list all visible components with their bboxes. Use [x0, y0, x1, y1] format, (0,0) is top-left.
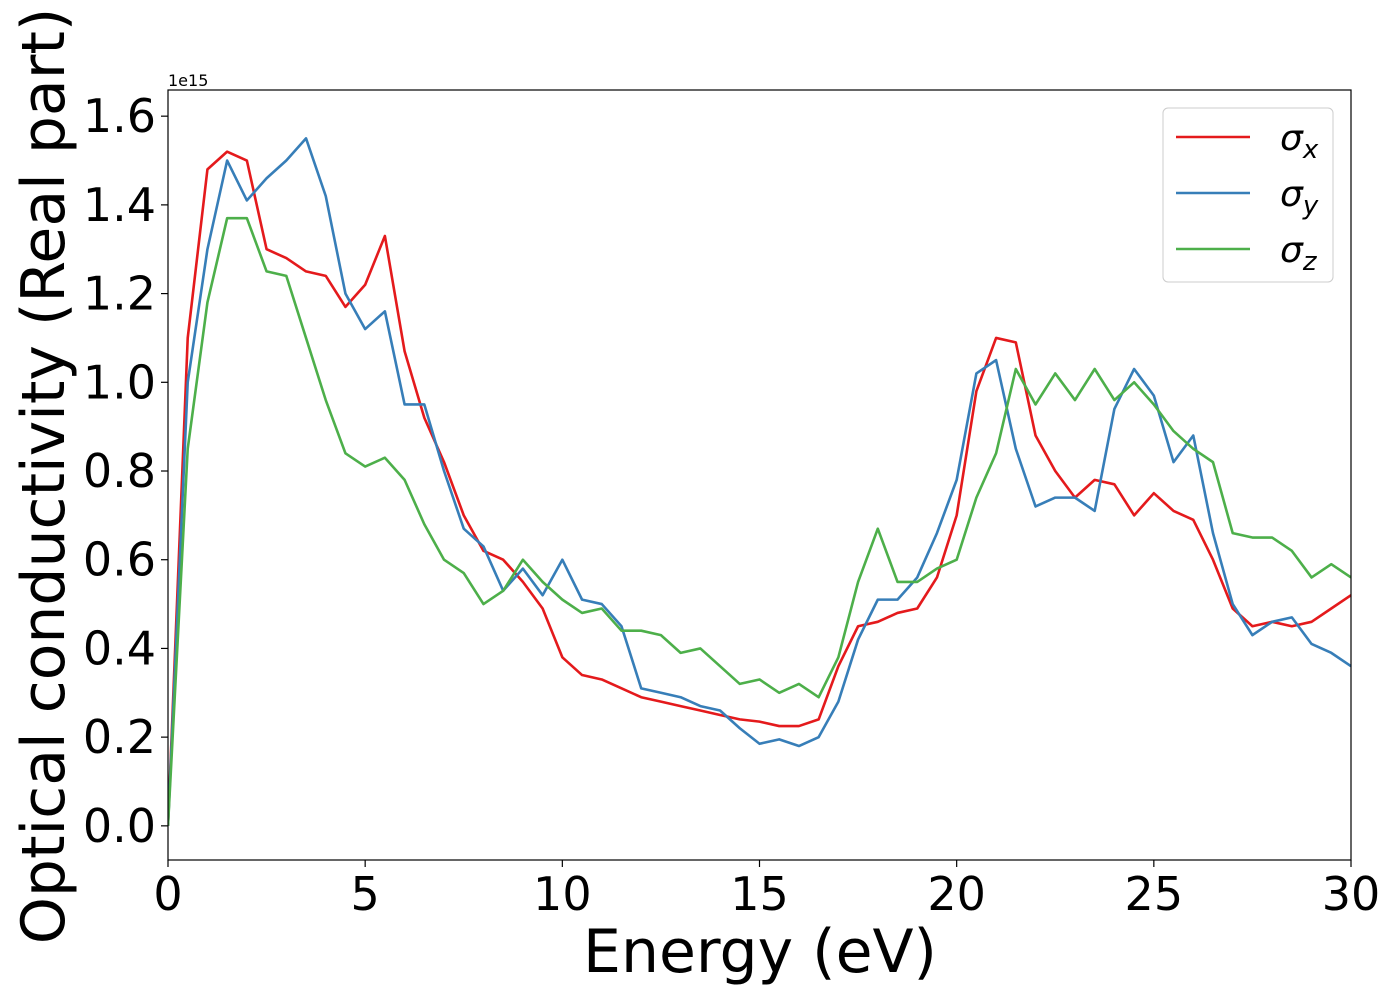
legend-label: σx: [1280, 118, 1319, 165]
legend-label: σz: [1280, 230, 1318, 277]
y-tick-label: 1.2: [83, 267, 156, 321]
y-tick-label: 0.8: [83, 444, 156, 498]
legend-label: σy: [1280, 174, 1319, 221]
y-tick-label: 0.2: [83, 710, 156, 764]
y-tick-label: 1.6: [83, 89, 156, 143]
x-tick-label: 0: [153, 867, 182, 921]
y-tick-label: 0.6: [83, 533, 156, 587]
y-tick-label: 1.0: [83, 355, 156, 409]
y-tick-label: 0.0: [83, 799, 156, 853]
series-line: [168, 150, 1351, 826]
x-tick-label: 15: [730, 867, 789, 921]
x-tick-label: 25: [1125, 867, 1184, 921]
x-tick-label: 30: [1322, 867, 1381, 921]
x-tick-label: 5: [351, 867, 380, 921]
x-axis-label: Energy (eV): [583, 917, 937, 987]
x-tick-label: 20: [927, 867, 986, 921]
series-line: [168, 216, 1351, 826]
plot-frame: [167, 89, 1352, 861]
series-line: [168, 137, 1351, 826]
y-axis-label: Optical conductivity (Real part): [9, 8, 79, 945]
y-tick-label: 1.4: [83, 178, 156, 232]
x-tick-label: 10: [533, 867, 592, 921]
y-tick-label: 0.4: [83, 621, 156, 675]
y-offset-label: 1e15: [168, 71, 208, 90]
legend-box: [1162, 107, 1334, 283]
